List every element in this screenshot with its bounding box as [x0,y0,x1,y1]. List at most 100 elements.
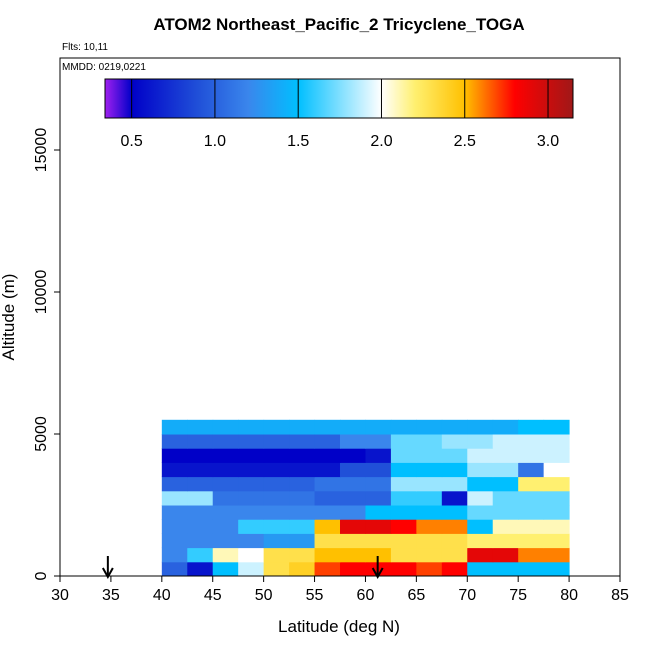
x-tick-label: 70 [458,587,476,604]
colorbar-tick-label: 0.5 [121,133,143,150]
heat-cell [289,434,316,449]
heat-cell [467,490,494,506]
heat-cell [518,561,545,577]
heat-cell [289,547,316,563]
heat-cell [187,519,214,534]
heat-cell [416,434,443,449]
x-tick-label: 55 [306,587,324,604]
heat-cell [161,519,188,534]
heat-cell [492,476,519,492]
y-tick-label: 0 [33,571,50,580]
heat-cell [543,519,570,534]
heat-cell [441,547,468,563]
heat-cell [212,434,239,449]
heat-cell [314,547,341,563]
colorbar-tick-label: 3.0 [537,133,559,150]
heat-cell [161,533,188,549]
heat-cell [238,462,265,478]
heat-cell [543,561,570,577]
heat-cell [467,547,494,563]
heat-cell [543,448,570,463]
heat-cell [416,419,443,435]
heat-cell [441,533,468,549]
heat-cell [263,419,290,435]
heat-cell [416,547,443,563]
heat-cell [238,561,265,577]
heat-cell [416,519,443,534]
heat-cell [340,448,366,463]
heat-cell [212,547,239,563]
x-axis-title: Latitude (deg N) [278,617,400,636]
heat-cell [441,519,468,534]
heat-cell [161,547,188,563]
heat-cell [263,533,290,549]
heat-cell [416,448,443,463]
heat-cell [543,505,570,520]
heat-cell [467,505,494,520]
heat-cell [161,462,188,478]
heat-cell [441,490,468,506]
y-axis-title: Altitude (m) [0,274,18,361]
heat-cell [161,490,188,506]
heat-cell [467,519,494,534]
heat-cell [340,462,366,478]
heat-cell [340,547,366,563]
heat-cell [187,561,214,577]
heat-cell [467,533,494,549]
heat-cell [212,448,239,463]
heat-cell [365,519,392,534]
heat-cell [187,434,214,449]
colorbar-tick-label: 2.5 [454,133,476,150]
heat-cell [492,419,519,435]
heat-cell [212,462,239,478]
plot-frame [59,57,621,577]
heat-cell [390,476,417,492]
heat-cell [187,476,214,492]
heat-cell [212,519,239,534]
heat-cell [390,434,417,449]
heat-cell [365,547,392,563]
heat-cell [390,462,417,478]
heat-cell [543,462,570,478]
heat-cell [263,476,290,492]
heat-cell [187,448,214,463]
heat-cell [238,434,265,449]
heat-cell [161,434,188,449]
heat-cell [212,533,239,549]
heat-cell [161,505,188,520]
heat-cell [161,419,188,435]
heat-cell [161,561,188,577]
heat-cell [518,434,545,449]
heat-cell [238,476,265,492]
heat-cell [340,561,366,577]
heat-cell [263,505,290,520]
heat-cell [289,462,316,478]
heat-cell [365,462,392,478]
heat-cell [518,519,545,534]
heat-cell [238,419,265,435]
colorbar [104,78,574,119]
heat-cell [492,533,519,549]
heat-cell [441,434,468,449]
heat-cell [543,476,570,492]
heat-cell [441,462,468,478]
heat-cell [365,505,392,520]
heat-cell [416,462,443,478]
arrow-head [371,567,384,580]
heat-cell [263,448,290,463]
heat-cell [441,505,468,520]
heat-cell [263,547,290,563]
heat-cell [340,419,366,435]
heat-cell [518,490,545,506]
heat-cell [212,490,239,506]
heat-cell [314,533,341,549]
heat-cell [518,547,545,563]
heat-cell [289,505,316,520]
heat-cell [161,476,188,492]
heat-cell [314,434,341,449]
heat-cell [212,419,239,435]
heat-cell [289,490,316,506]
heat-cell [467,448,494,463]
heat-cell [187,505,214,520]
heat-cell [340,490,366,506]
